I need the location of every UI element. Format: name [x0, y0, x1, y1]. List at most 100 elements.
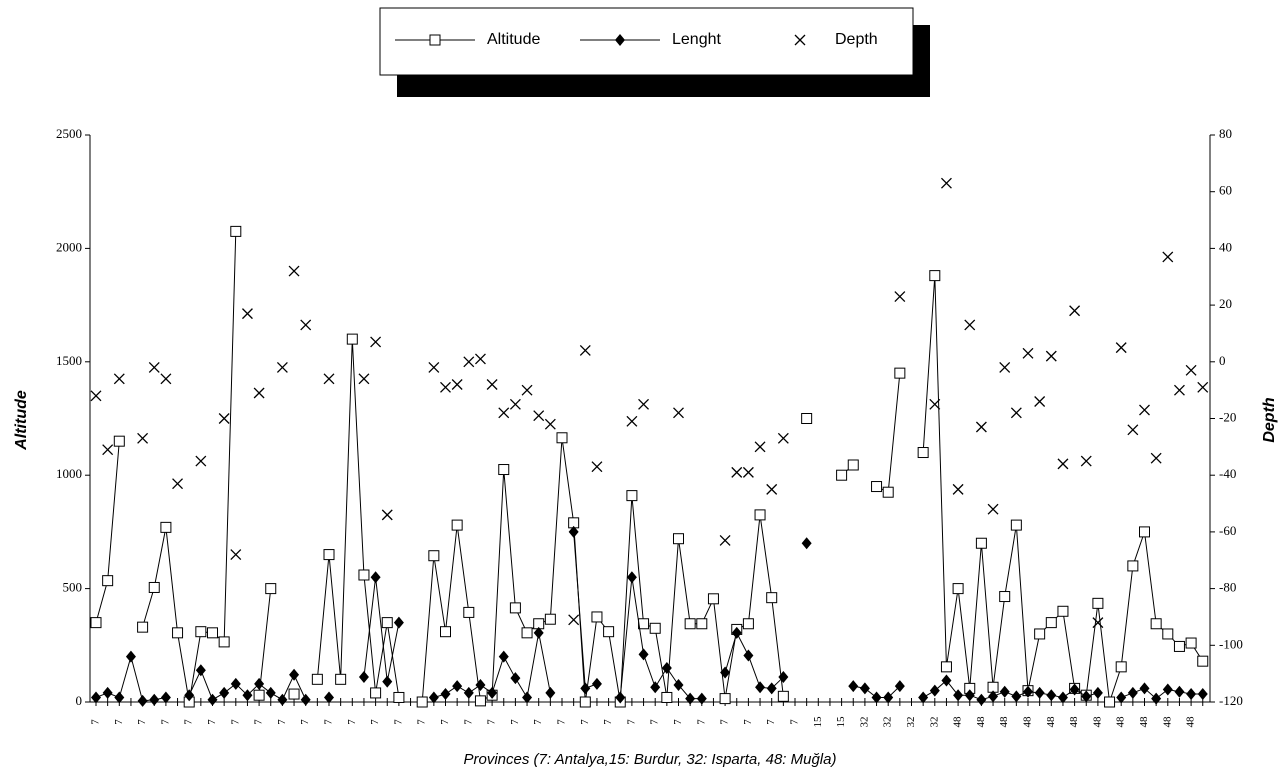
marker-cross — [323, 373, 335, 385]
marker-cross — [952, 483, 964, 495]
marker-square — [1092, 597, 1104, 609]
x-tick-label: 7 — [765, 719, 777, 725]
marker-square — [882, 486, 894, 498]
y-tick-label: 1000 — [56, 466, 82, 481]
marker-diamond — [964, 689, 975, 702]
x-tick-label: 15 — [812, 716, 824, 728]
marker-diamond — [848, 680, 859, 693]
x-tick-label: 32 — [905, 717, 917, 728]
x-tick-label: 7 — [579, 719, 591, 725]
x-tick-label: 7 — [486, 719, 498, 725]
marker-square — [207, 627, 218, 639]
marker-square — [696, 618, 708, 630]
x-tick-label: 48 — [998, 716, 1010, 728]
marker-square — [323, 549, 335, 561]
marker-cross — [731, 466, 743, 478]
y2-tick-label: 80 — [1219, 126, 1232, 141]
y-tick-label: 2000 — [56, 239, 82, 254]
x-tick-label: 7 — [625, 719, 637, 725]
marker-square — [836, 469, 848, 481]
marker-cross — [964, 319, 976, 331]
marker-diamond — [522, 691, 533, 704]
marker-square — [766, 592, 778, 604]
marker-cross — [276, 362, 288, 373]
marker-square — [1150, 618, 1162, 630]
marker-square — [90, 617, 102, 629]
marker-square — [975, 537, 987, 549]
marker-diamond — [591, 677, 602, 690]
marker-cross — [975, 421, 987, 433]
marker-diamond — [661, 661, 672, 674]
x-tick-label: 32 — [858, 717, 870, 728]
marker-square — [871, 481, 883, 493]
marker-diamond — [300, 693, 311, 706]
marker-square — [638, 618, 650, 630]
marker-cross — [777, 432, 789, 444]
marker-square — [777, 690, 789, 702]
marker-cross — [509, 398, 521, 410]
marker-diamond — [801, 537, 812, 550]
marker-diamond — [1197, 688, 1208, 701]
marker-diamond — [137, 694, 148, 707]
marker-diamond — [1139, 682, 1150, 695]
marker-cross — [626, 415, 638, 427]
marker-square — [1057, 605, 1069, 617]
marker-diamond — [1046, 689, 1057, 702]
y-tick-label: 0 — [76, 693, 83, 708]
marker-cross — [1150, 452, 1162, 464]
legend-label: Lenght — [672, 31, 721, 48]
marker-diamond — [1057, 691, 1068, 704]
marker-diamond — [1081, 690, 1092, 703]
marker-diamond — [498, 650, 509, 663]
y2-axis-title: Depth — [1261, 397, 1278, 443]
marker-diamond — [102, 686, 113, 699]
x-tick-label: 7 — [253, 719, 265, 725]
marker-diamond — [475, 678, 486, 691]
x-tick-label: 48 — [1045, 716, 1057, 728]
marker-cross — [463, 356, 475, 368]
marker-diamond — [1092, 686, 1103, 699]
marker-diamond — [976, 693, 987, 706]
marker-square — [1115, 661, 1127, 673]
x-axis-title: Provinces (7: Antalya,15: Burdur, 32: Is… — [464, 751, 837, 768]
marker-square — [218, 636, 230, 648]
x-tick-label: 7 — [183, 719, 195, 725]
marker-cross — [568, 614, 580, 626]
marker-diamond — [487, 686, 498, 699]
marker-diamond — [615, 691, 626, 704]
marker-square — [940, 661, 952, 673]
marker-cross — [754, 441, 766, 453]
marker-square — [847, 459, 859, 471]
x-tick-label: 7 — [556, 719, 568, 725]
marker-diamond — [452, 680, 463, 693]
marker-cross — [218, 413, 230, 424]
marker-square — [137, 621, 149, 633]
y2-tick-label: 60 — [1219, 183, 1232, 198]
x-tick-label: 7 — [532, 719, 544, 725]
y-tick-label: 1500 — [56, 353, 82, 368]
x-tick-label: 7 — [159, 719, 171, 725]
marker-diamond — [545, 686, 556, 699]
x-tick-label: 7 — [695, 719, 707, 725]
x-tick-label: 7 — [369, 719, 381, 725]
y-tick-label: 500 — [63, 580, 83, 595]
marker-square — [754, 509, 766, 521]
marker-square — [742, 618, 754, 630]
x-tick-label: 7 — [672, 719, 684, 725]
y-axis-title: Altitude — [13, 390, 30, 451]
marker-square — [649, 622, 661, 634]
marker-cross — [113, 373, 125, 385]
x-tick-label: 32 — [882, 717, 894, 728]
marker-diamond — [568, 525, 579, 538]
marker-diamond — [929, 684, 940, 697]
marker-cross — [1010, 407, 1022, 419]
marker-diamond — [580, 682, 591, 695]
marker-cross — [300, 319, 312, 331]
marker-cross — [1139, 404, 1150, 416]
marker-diamond — [382, 675, 393, 688]
marker-diamond — [999, 685, 1010, 698]
marker-cross — [766, 483, 778, 495]
x-tick-label: 7 — [392, 719, 404, 725]
marker-diamond — [277, 693, 288, 706]
x-tick-label: 7 — [90, 719, 102, 725]
